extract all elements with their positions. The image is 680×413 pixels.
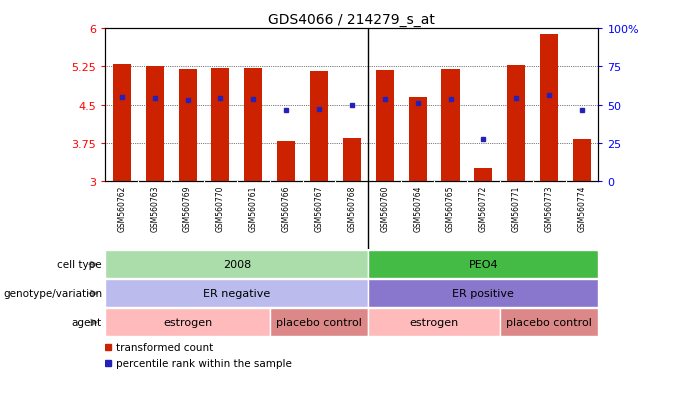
Text: GSM560766: GSM560766 [282,185,290,232]
Text: GSM560772: GSM560772 [479,185,488,231]
Bar [540,35,558,182]
Text: genotype/variation: genotype/variation [3,289,102,299]
Title: GDS4066 / 214279_s_at: GDS4066 / 214279_s_at [269,12,435,26]
Text: placebo control: placebo control [506,318,592,328]
Text: GSM560773: GSM560773 [545,185,554,232]
Bar [211,69,229,182]
Text: GSM560770: GSM560770 [216,185,225,232]
Bar [376,71,394,182]
Text: estrogen: estrogen [163,318,212,328]
Text: estrogen: estrogen [409,318,459,328]
Text: GSM560768: GSM560768 [347,185,356,231]
Bar [343,138,361,182]
Bar [369,280,598,308]
Text: ER negative: ER negative [203,289,271,299]
Bar [105,309,270,337]
Bar [310,72,328,182]
Text: GSM560762: GSM560762 [118,185,126,231]
Text: GSM560769: GSM560769 [183,185,192,232]
Bar [105,251,369,279]
Bar [475,169,492,182]
Text: transformed count: transformed count [116,342,214,352]
Text: ER positive: ER positive [452,289,514,299]
Text: GSM560774: GSM560774 [577,185,586,232]
Bar [500,309,598,337]
Text: GSM560763: GSM560763 [150,185,159,232]
Text: GSM560771: GSM560771 [512,185,521,231]
Text: PEO4: PEO4 [469,260,498,270]
Text: percentile rank within the sample: percentile rank within the sample [116,358,292,368]
Bar [105,280,369,308]
Bar [369,309,500,337]
Bar [507,66,525,182]
Bar [369,251,598,279]
Text: GSM560760: GSM560760 [380,185,389,232]
Bar [179,70,197,182]
Bar [113,64,131,182]
Bar [146,67,164,182]
Bar [270,309,369,337]
Bar [244,69,262,182]
Bar [573,140,591,182]
Bar [409,98,426,182]
Text: cell type: cell type [57,260,102,270]
Bar [441,70,460,182]
Text: GSM560767: GSM560767 [315,185,324,232]
Bar [277,142,295,182]
Text: 2008: 2008 [223,260,251,270]
Text: GSM560764: GSM560764 [413,185,422,232]
Text: agent: agent [72,318,102,328]
Text: placebo control: placebo control [276,318,362,328]
Text: GSM560765: GSM560765 [446,185,455,232]
Text: GSM560761: GSM560761 [249,185,258,231]
